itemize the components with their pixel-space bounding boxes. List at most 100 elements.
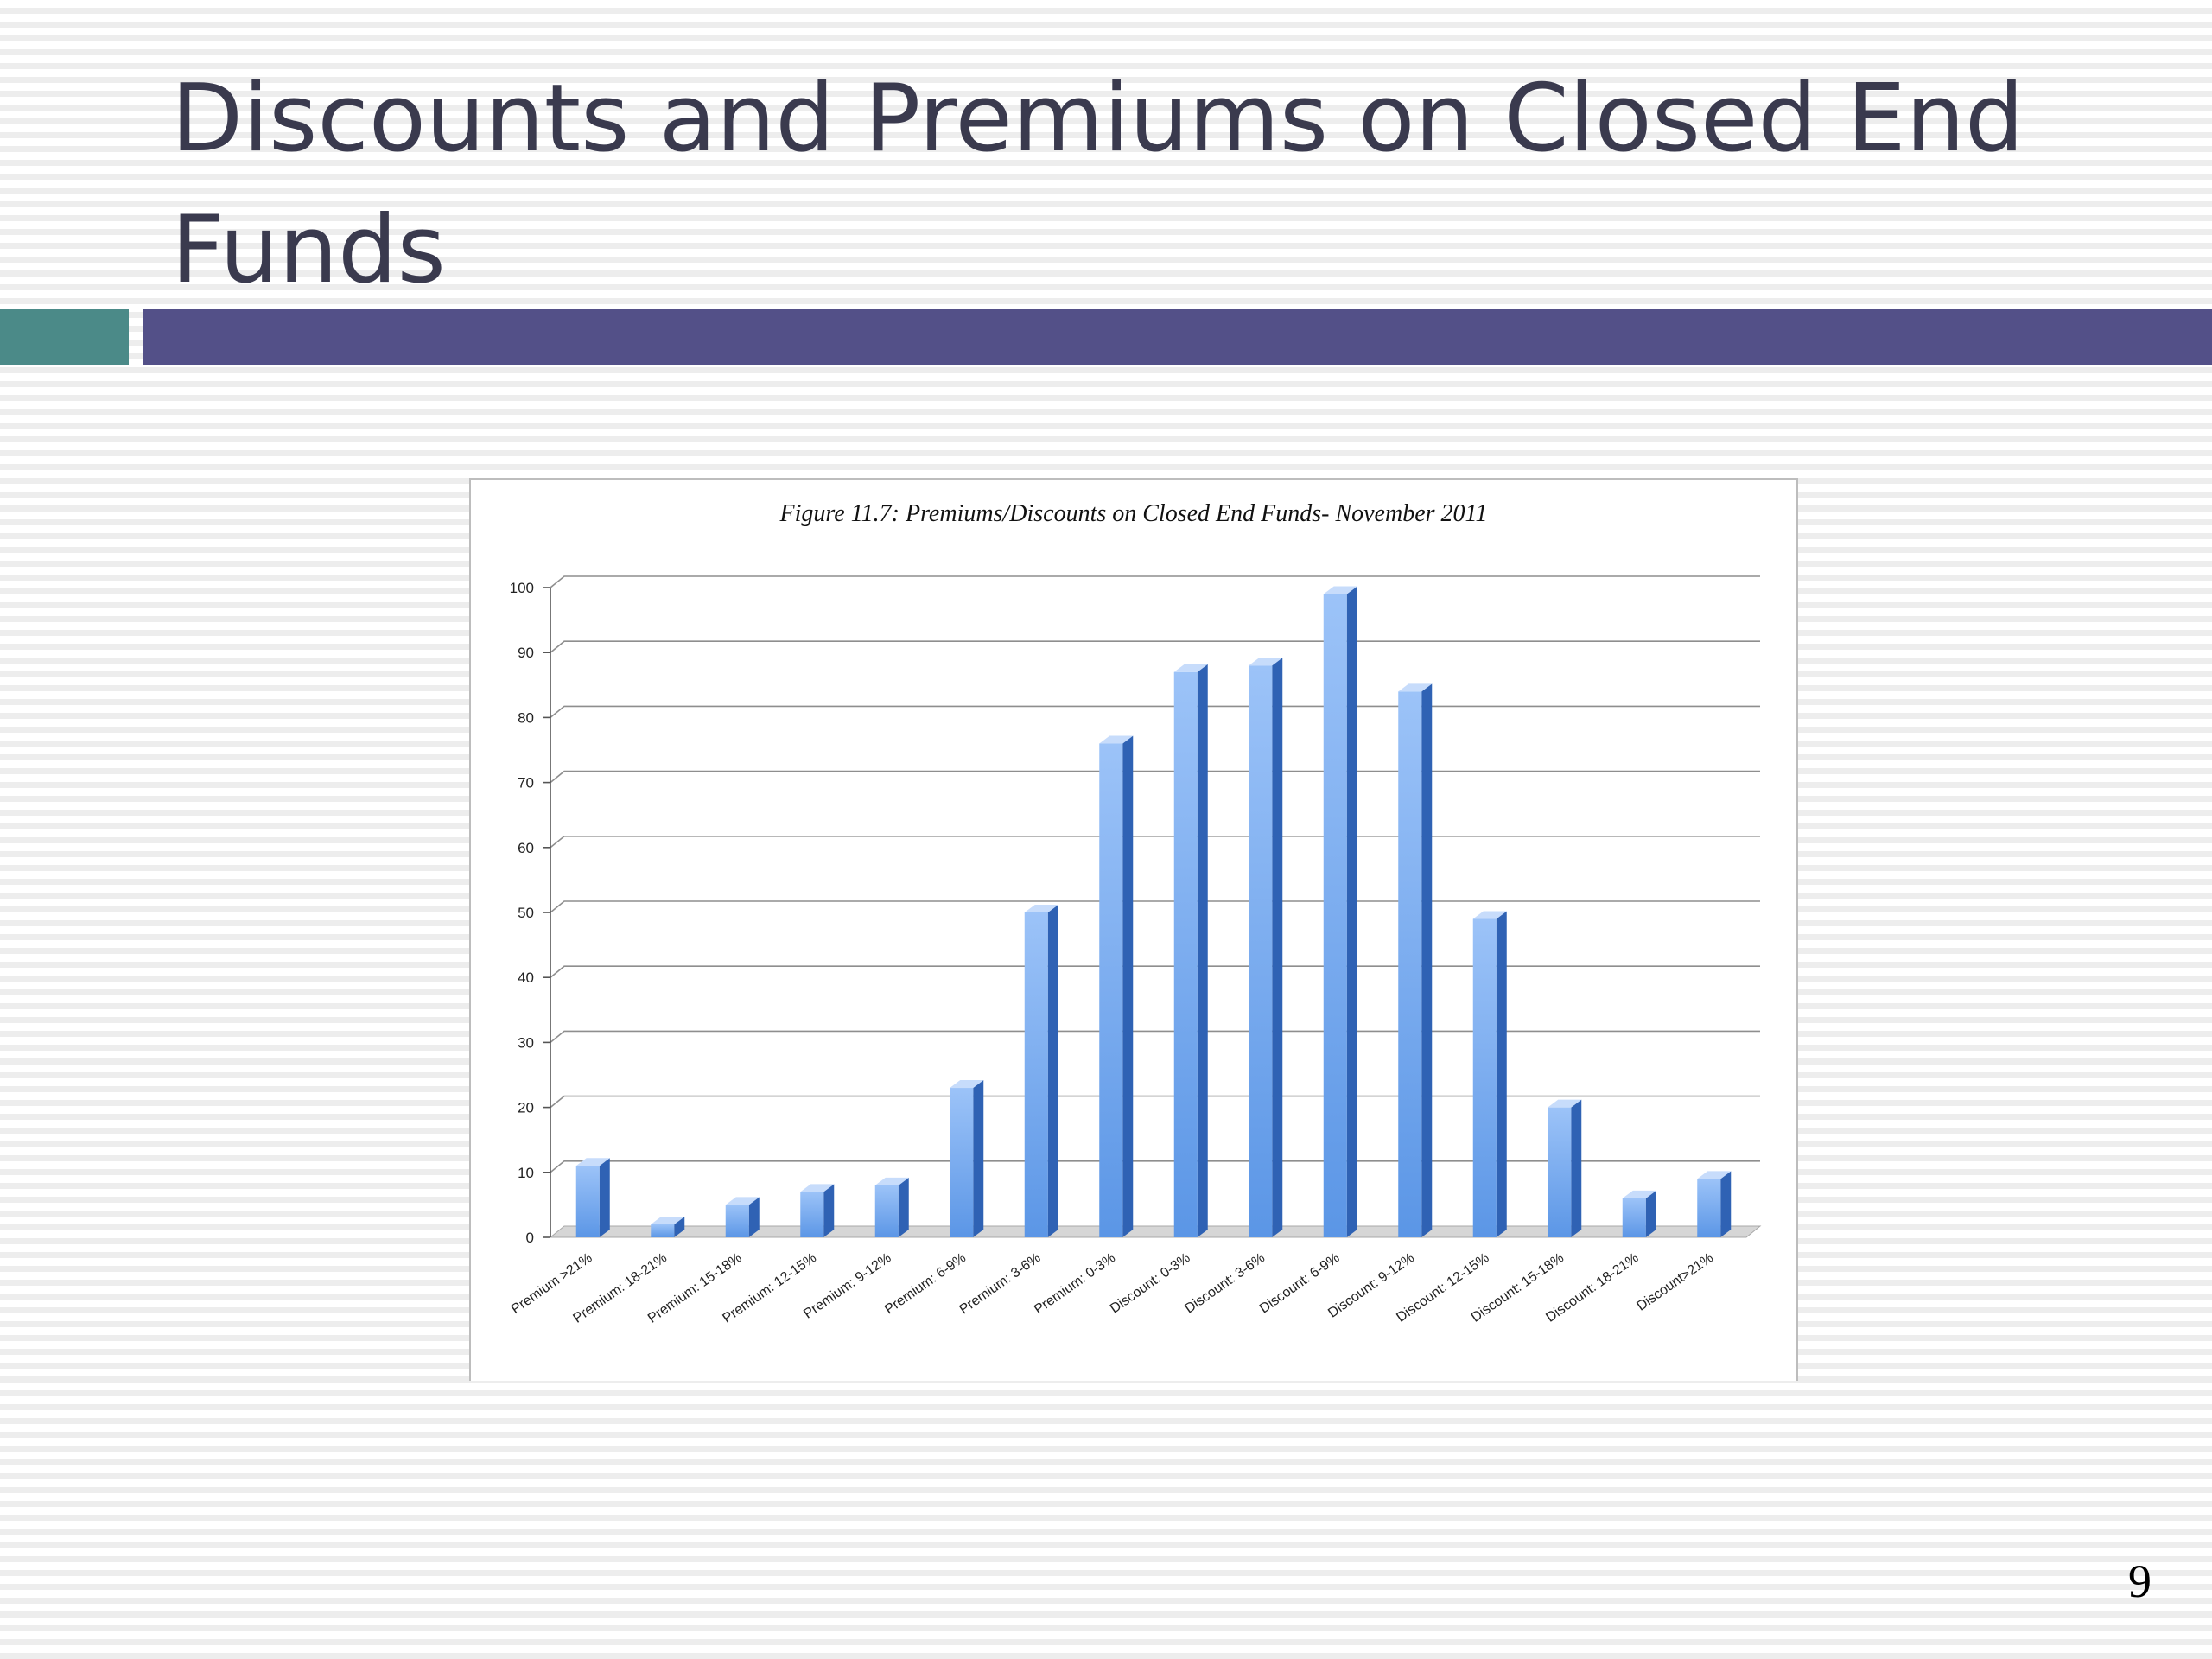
bar-front (1548, 1107, 1572, 1237)
bar-front (1099, 743, 1123, 1237)
x-tick-label: Premium: 3-6% (957, 1250, 1043, 1317)
bar-front (950, 1088, 974, 1237)
bar-front (1249, 665, 1273, 1237)
bar (1249, 658, 1283, 1237)
bar-side (1122, 735, 1134, 1237)
bar-top (1472, 911, 1507, 919)
bar-top (1548, 1099, 1582, 1108)
gridline (550, 770, 1760, 784)
gridline (550, 575, 1760, 588)
gridline (550, 900, 1760, 913)
bar-side (1571, 1099, 1582, 1237)
bar-top (575, 1158, 610, 1166)
gridline (550, 1160, 1760, 1173)
gridline (550, 1095, 1760, 1109)
slide-title: Discounts and Premiums on Closed End Fun… (171, 65, 2024, 304)
x-tick-label: Discount>21% (1634, 1250, 1716, 1313)
bar (1099, 735, 1134, 1237)
y-tick-label: 30 (518, 1034, 534, 1051)
gridline (550, 835, 1760, 849)
gridline (550, 705, 1760, 719)
bar-side (1197, 664, 1208, 1237)
bar-front (651, 1224, 675, 1237)
bar-side (599, 1158, 610, 1237)
chart-title: Figure 11.7: Premiums/Discounts on Close… (779, 500, 1488, 527)
y-tick-label: 50 (518, 905, 534, 921)
bar-front (800, 1192, 824, 1237)
bar-top (1622, 1190, 1656, 1198)
bar-front (725, 1205, 749, 1237)
x-tick-label: Discount: 0-3% (1108, 1250, 1193, 1316)
bar (575, 1158, 610, 1237)
bar-side (1720, 1171, 1732, 1237)
bar-top (1323, 586, 1357, 594)
bar-top (725, 1197, 760, 1205)
bar-top (800, 1184, 835, 1192)
bar-side (1645, 1190, 1656, 1237)
bar-side (748, 1197, 760, 1237)
y-tick-label: 80 (518, 709, 534, 726)
bar-front (874, 1185, 899, 1237)
bar-top (1024, 905, 1058, 912)
title-underline-bar (143, 309, 2212, 365)
bar-side (823, 1184, 835, 1237)
x-tick-label: Premium: 6-9% (882, 1250, 969, 1317)
bar-side (973, 1080, 984, 1237)
bar-top (651, 1216, 685, 1224)
bar-top (1697, 1171, 1732, 1179)
page-number: 9 (2128, 1555, 2152, 1607)
bar-front (1024, 912, 1048, 1237)
gridline (550, 640, 1760, 653)
y-tick-label: 40 (518, 969, 534, 986)
bar-side (1272, 658, 1283, 1237)
bar (1024, 905, 1058, 1237)
bar (950, 1080, 984, 1237)
y-tick-label: 70 (518, 775, 534, 791)
y-tick-label: 100 (510, 580, 534, 596)
gridline (550, 1030, 1760, 1044)
bar-front (1622, 1198, 1646, 1237)
premium-discount-bar-chart: Figure 11.7: Premiums/Discounts on Close… (509, 500, 1762, 1326)
bar-top (874, 1177, 909, 1185)
bar (1472, 911, 1507, 1237)
bar-side (1496, 911, 1507, 1237)
bar-top (1173, 664, 1208, 672)
bar-top (1398, 683, 1433, 692)
bars (575, 586, 1732, 1237)
y-axis-tick-labels: 0 10 20 30 40 50 60 70 80 90 100 (510, 580, 534, 1246)
bar-front (575, 1166, 600, 1237)
bar (1622, 1190, 1656, 1237)
bar-side (898, 1177, 909, 1237)
y-tick-label: 90 (518, 645, 534, 661)
x-tick-label: Discount: 3-6% (1182, 1250, 1268, 1316)
gridline (550, 965, 1760, 978)
axes (543, 587, 551, 1238)
x-axis-tick-labels: Premium >21%Premium: 18-21%Premium: 15-1… (509, 1250, 1716, 1325)
bar (725, 1197, 760, 1237)
title-accent-block (0, 309, 129, 365)
bar-side (1346, 586, 1357, 1237)
bar-front (1697, 1179, 1721, 1237)
bar (1697, 1171, 1732, 1237)
bar (1398, 683, 1433, 1237)
bar-front (1323, 594, 1347, 1237)
bar-top (1249, 658, 1283, 666)
y-tick-label: 0 (526, 1230, 534, 1246)
bar (874, 1177, 909, 1237)
bar-front (1472, 918, 1497, 1237)
bar (1548, 1099, 1582, 1237)
bar-side (674, 1216, 685, 1237)
bar (1173, 664, 1208, 1237)
bar-front (1173, 671, 1198, 1237)
chart-floor (549, 1225, 1762, 1238)
bar (800, 1184, 835, 1237)
bar-top (950, 1080, 984, 1089)
bar (651, 1216, 685, 1237)
bar (1323, 586, 1357, 1237)
bar-top (1099, 735, 1134, 744)
y-tick-label: 60 (518, 840, 534, 856)
chart-frame: Figure 11.7: Premiums/Discounts on Close… (469, 478, 1798, 1381)
bar-side (1047, 905, 1058, 1237)
bar-front (1398, 691, 1422, 1237)
x-tick-label: Premium: 0-3% (1032, 1250, 1118, 1317)
